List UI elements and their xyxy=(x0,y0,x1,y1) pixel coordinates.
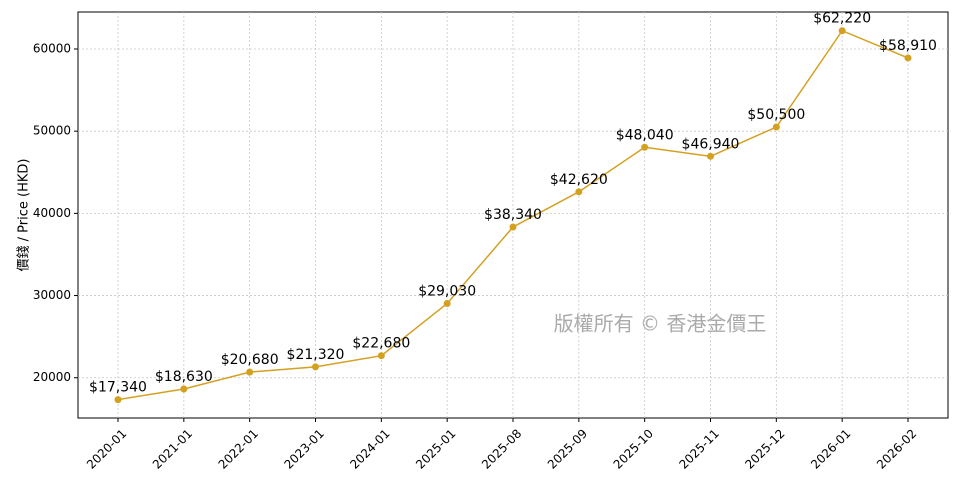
y-tick-label: 30000 xyxy=(33,288,71,302)
x-tick-label: 2026-02 xyxy=(874,426,919,471)
value-label: $17,340 xyxy=(89,380,147,396)
point xyxy=(443,300,451,308)
value-label: $62,220 xyxy=(813,11,871,27)
value-label: $18,630 xyxy=(155,369,213,385)
point xyxy=(180,385,188,393)
x-tick-label: 2023-01 xyxy=(281,426,326,471)
point xyxy=(246,368,254,376)
value-label: $48,040 xyxy=(616,127,674,143)
watermark: 版權所有 © 香港金價王 xyxy=(554,312,767,336)
value-label: $46,940 xyxy=(682,136,740,152)
x-tick-label: 2025-08 xyxy=(479,426,524,471)
y-tick-label: 60000 xyxy=(33,41,71,55)
y-tick-label: 50000 xyxy=(33,124,71,138)
x-tick-label: 2025-12 xyxy=(742,426,787,471)
x-tick-label: 2025-01 xyxy=(413,426,458,471)
x-tick-label: 2025-10 xyxy=(611,426,656,471)
value-label: $58,910 xyxy=(879,38,937,54)
y-tick-label: 40000 xyxy=(33,206,71,220)
value-label: $20,680 xyxy=(221,352,279,368)
x-tick-label: 2026-01 xyxy=(808,426,853,471)
value-label: $29,030 xyxy=(418,284,476,300)
x-tick-label: 2025-09 xyxy=(545,426,590,471)
value-label: $21,320 xyxy=(287,347,345,363)
value-label: $38,340 xyxy=(484,207,542,223)
point xyxy=(772,123,780,131)
point xyxy=(641,143,649,151)
x-tick-label: 2022-01 xyxy=(216,426,261,471)
point xyxy=(707,152,714,160)
x-tick-label: 2025-11 xyxy=(676,426,721,471)
value-label: $50,500 xyxy=(747,107,805,123)
y-axis-label: 價錢 / Price (HKD) xyxy=(16,159,32,272)
point xyxy=(904,54,912,62)
x-tick-label: 2020-01 xyxy=(84,426,129,471)
point xyxy=(377,352,385,360)
point xyxy=(509,223,517,231)
x-tick-label: 2021-01 xyxy=(150,426,195,471)
point xyxy=(114,396,122,404)
point xyxy=(575,188,583,196)
y-tick-label: 20000 xyxy=(33,370,71,384)
point xyxy=(838,27,846,35)
value-label: $22,680 xyxy=(352,336,410,352)
point xyxy=(312,363,319,371)
value-label: $42,620 xyxy=(550,172,608,188)
x-tick-label: 2024-01 xyxy=(347,426,392,471)
